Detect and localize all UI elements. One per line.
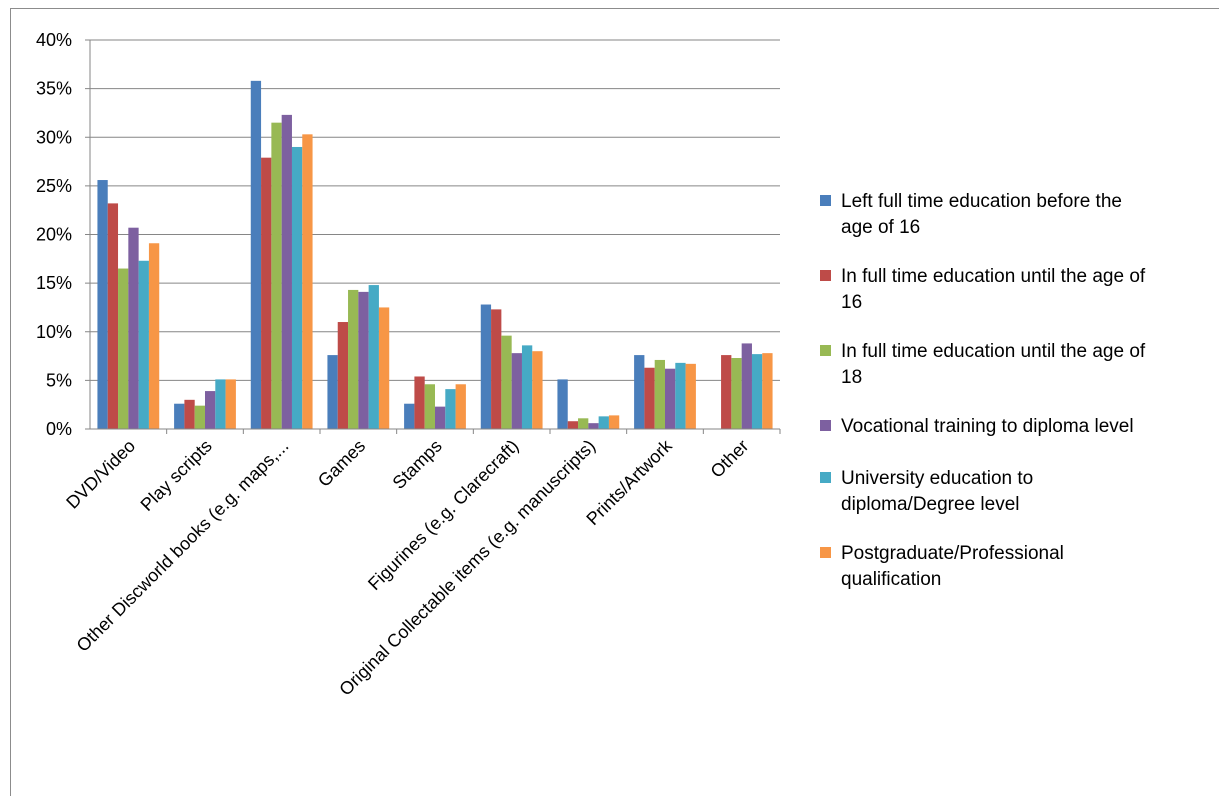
legend-label: University education to (841, 468, 1033, 489)
bar (445, 389, 456, 429)
bar (250, 80, 262, 429)
bar (424, 384, 435, 429)
legend-label: Left full time education before the (841, 191, 1122, 212)
bar (491, 309, 502, 429)
legend-swatch (820, 472, 831, 483)
bar (435, 406, 446, 429)
x-tick-label: Stamps (389, 436, 446, 493)
bar (751, 354, 763, 429)
bar (557, 379, 568, 429)
bar (194, 405, 205, 429)
x-tick-label: DVD/Video (62, 436, 139, 513)
legend-label: diploma/Degree level (841, 494, 1020, 515)
bar (414, 376, 425, 429)
bar (588, 423, 599, 429)
y-axis: 0% 5% 10% 15% 20% 25% 30% 35% 40% (36, 30, 91, 439)
bar (501, 335, 512, 429)
bar (148, 243, 160, 429)
legend-swatch (820, 420, 831, 431)
legend-label: Vocational training to diploma level (841, 416, 1134, 437)
bar (598, 416, 609, 429)
bar (281, 114, 292, 429)
y-tick-label: 30% (36, 127, 72, 147)
bar (567, 421, 579, 429)
legend-swatch (820, 195, 831, 206)
y-tick-label: 15% (36, 273, 72, 293)
x-tick-label: Original Collectable items (e.g. manuscr… (335, 436, 599, 700)
bar (644, 367, 655, 429)
bar (174, 403, 185, 429)
legend-swatch (820, 547, 831, 558)
x-tick-label: Figurines (e.g. Clarecraft) (364, 436, 522, 594)
legend: Left full time education before the age o… (820, 191, 1146, 590)
bar (654, 359, 665, 429)
y-tick-label: 25% (36, 176, 72, 196)
bar (762, 353, 773, 429)
legend-label: Postgraduate/Professional (841, 543, 1064, 564)
bar (404, 403, 415, 429)
bar (97, 180, 108, 429)
bar (665, 368, 676, 429)
bar (721, 355, 732, 429)
legend-swatch (820, 270, 831, 281)
x-tick-label: Play scripts (137, 436, 216, 515)
bar (337, 322, 349, 429)
bar (138, 260, 149, 429)
x-tick-label: Games (314, 436, 369, 491)
bar (205, 391, 216, 429)
bar (107, 203, 119, 429)
bar (358, 291, 369, 429)
bar (675, 362, 686, 429)
bar (634, 355, 645, 429)
bar (368, 285, 379, 429)
legend-label: 18 (841, 367, 862, 388)
bar (128, 227, 139, 429)
bar (521, 345, 533, 429)
bar (511, 353, 522, 429)
y-tick-label: 10% (36, 322, 72, 342)
gridlines (90, 39, 780, 381)
bars (97, 80, 773, 430)
bar (261, 157, 272, 430)
legend-swatch (820, 345, 831, 356)
y-tick-label: 0% (46, 419, 72, 439)
legend-label: qualification (841, 569, 941, 590)
bar (578, 418, 589, 429)
legend-label: In full time education until the age of (841, 341, 1146, 362)
y-tick-label: 40% (36, 30, 72, 50)
bar (378, 307, 390, 429)
bar (302, 134, 313, 429)
bar (291, 146, 303, 429)
bar (455, 384, 466, 429)
y-tick-label: 20% (36, 225, 72, 245)
legend-label: 16 (841, 292, 862, 313)
bar (348, 289, 359, 429)
bar (184, 399, 195, 429)
bar (685, 363, 696, 429)
bar (225, 379, 236, 429)
bar (271, 122, 282, 429)
legend-label: age of 16 (841, 217, 920, 238)
y-tick-label: 5% (46, 370, 72, 390)
bar (741, 343, 752, 429)
legend-label: In full time education until the age of (841, 266, 1146, 287)
bar (608, 415, 620, 429)
bar (118, 268, 129, 429)
bar (532, 351, 543, 429)
bar (480, 304, 492, 429)
y-tick-label: 35% (36, 79, 72, 99)
bar (215, 379, 226, 429)
bar (327, 355, 338, 429)
x-tick-label: Other (707, 436, 753, 482)
bar (731, 358, 742, 429)
